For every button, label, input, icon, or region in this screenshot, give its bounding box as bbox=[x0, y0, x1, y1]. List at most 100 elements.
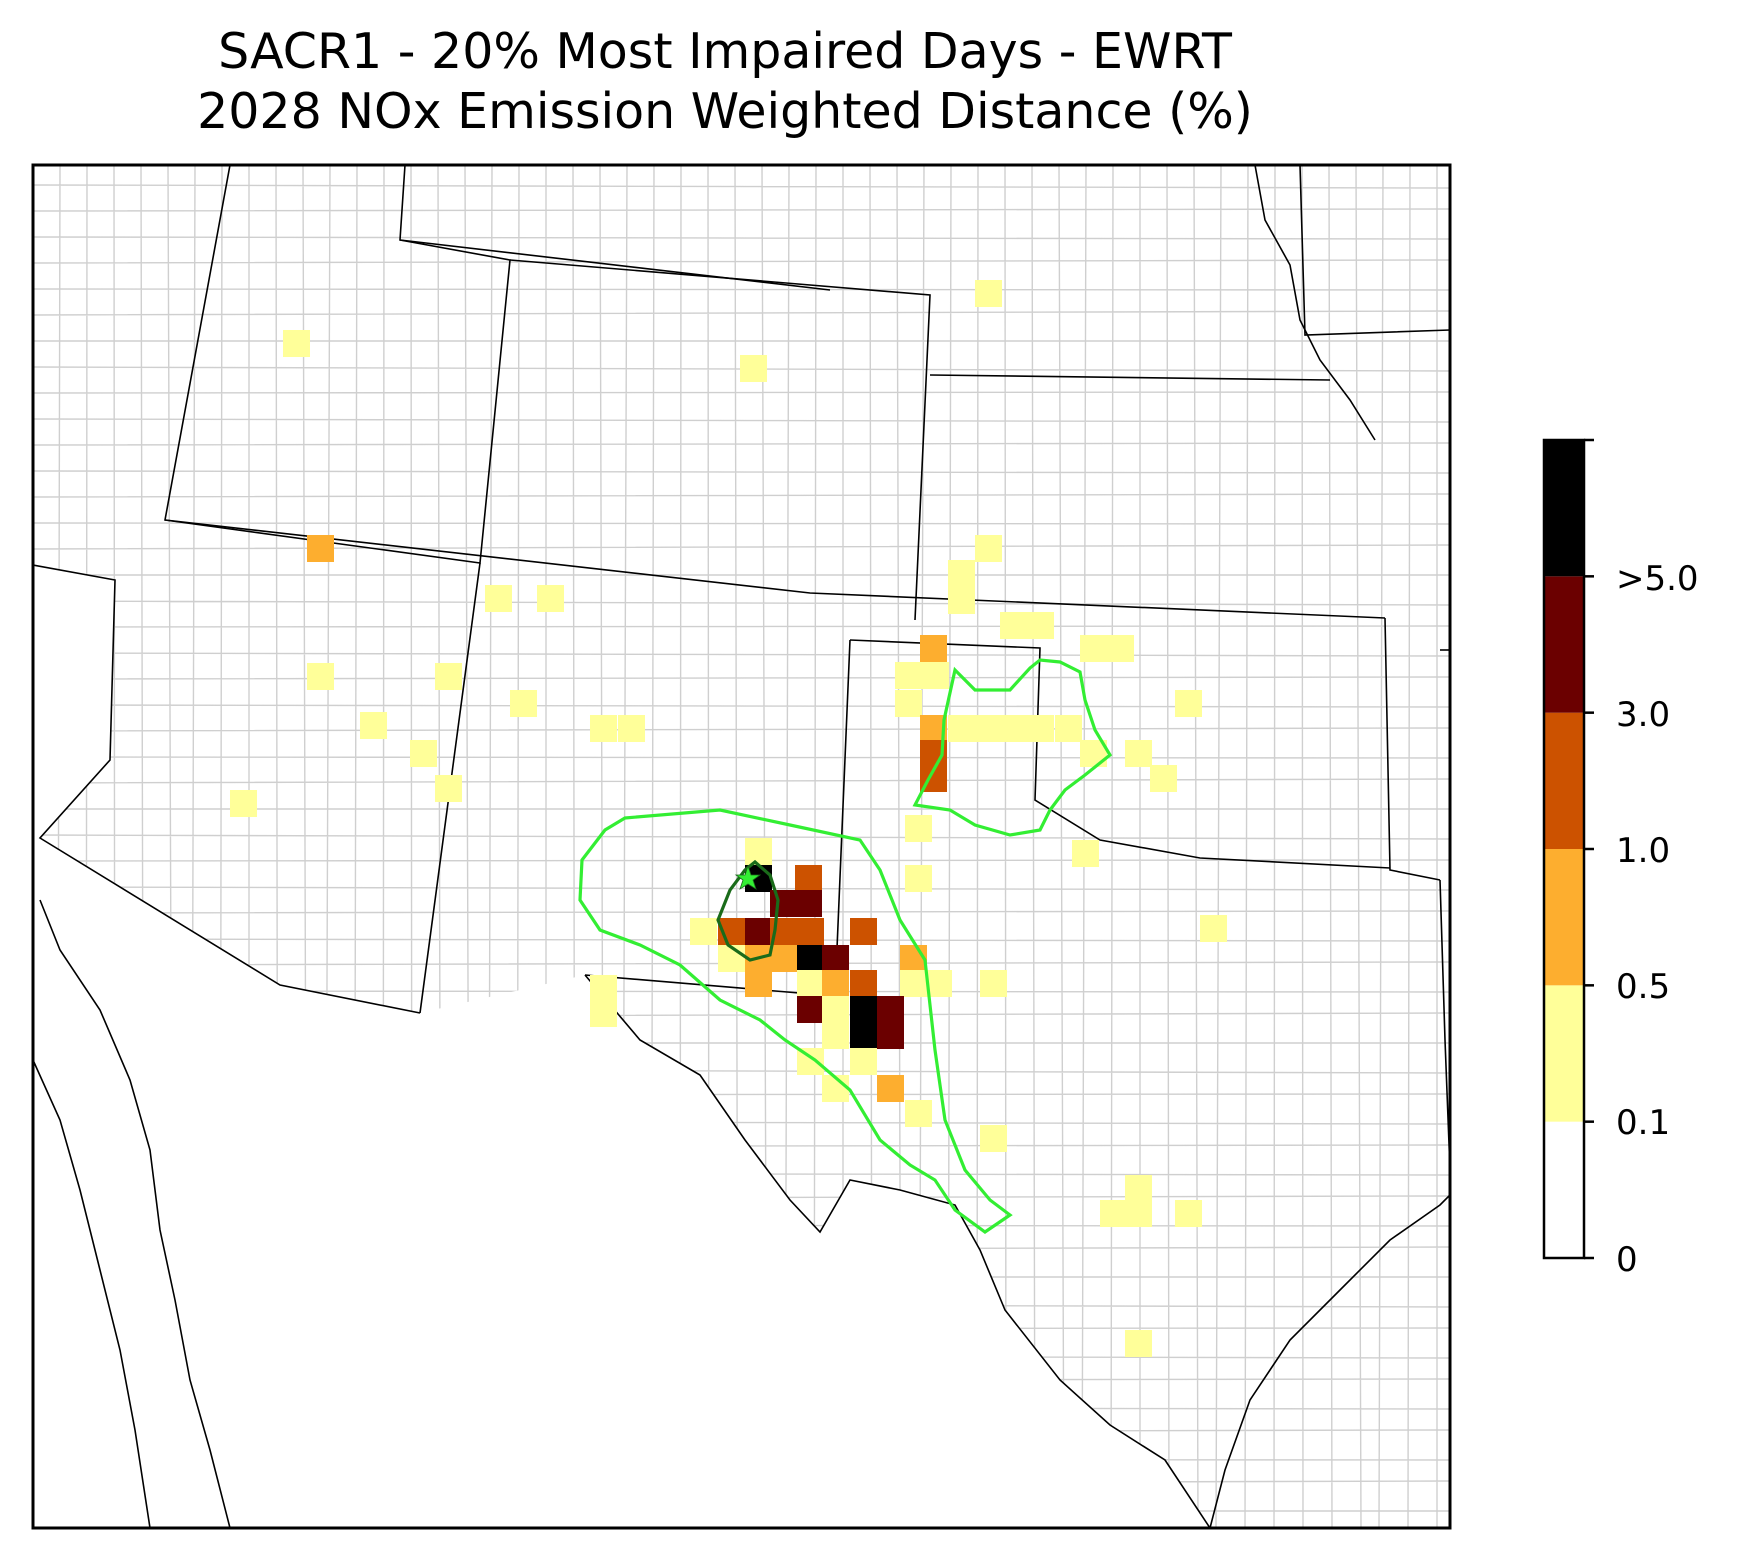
concentration-cell bbox=[850, 1022, 877, 1049]
colorbar-label-1: 0.1 bbox=[1616, 1103, 1671, 1143]
concentration-cell bbox=[1000, 612, 1027, 639]
concentration-cell bbox=[975, 535, 1002, 562]
concentration-cell bbox=[590, 1000, 617, 1027]
concentration-cell bbox=[1125, 1175, 1152, 1202]
concentration-cell bbox=[905, 865, 932, 892]
concentration-cell bbox=[850, 970, 877, 997]
concentration-cell bbox=[435, 775, 462, 802]
concentration-cell bbox=[900, 970, 927, 997]
concentration-cell bbox=[975, 715, 1002, 742]
outer-contour-east bbox=[912, 658, 1113, 837]
concentration-cell bbox=[948, 715, 975, 742]
concentration-cell bbox=[1027, 612, 1054, 639]
concentration-cell bbox=[745, 970, 772, 997]
colorbar-segment bbox=[1544, 576, 1584, 713]
concentration-cell bbox=[1175, 690, 1202, 717]
site-star-icon bbox=[734, 864, 762, 890]
concentration-cell bbox=[895, 662, 922, 689]
concentration-cell bbox=[1100, 1200, 1127, 1227]
colorbar-label-5: >5.0 bbox=[1616, 559, 1699, 599]
concentration-cell bbox=[1055, 715, 1082, 742]
concentration-cell bbox=[797, 970, 824, 997]
concentration-cell bbox=[850, 1048, 877, 1075]
concentration-cell bbox=[718, 945, 745, 972]
concentration-cell bbox=[1072, 840, 1099, 867]
concentration-cell bbox=[360, 712, 387, 739]
concentration-cell bbox=[822, 945, 849, 972]
concentration-cell bbox=[537, 585, 564, 612]
concentration-cell bbox=[1080, 635, 1107, 662]
concentration-cell bbox=[740, 355, 767, 382]
concentration-cell bbox=[770, 945, 797, 972]
concentration-cell bbox=[1107, 635, 1134, 662]
county-borders bbox=[33, 165, 1450, 1528]
concentration-cells bbox=[230, 280, 1227, 1357]
concentration-cell bbox=[1150, 765, 1177, 792]
concentration-cell bbox=[770, 890, 797, 917]
concentration-cell bbox=[795, 865, 822, 892]
concentration-cell bbox=[230, 790, 257, 817]
concentration-cell bbox=[618, 715, 645, 742]
colorbar-segment bbox=[1544, 849, 1584, 986]
concentration-cell bbox=[948, 587, 975, 614]
concentration-cell bbox=[590, 975, 617, 1002]
title-line-2: 2028 NOx Emission Weighted Distance (%) bbox=[197, 83, 1253, 140]
page-title: SACR1 - 20% Most Impaired Days - EWRT 20… bbox=[0, 22, 1450, 142]
concentration-cell bbox=[948, 560, 975, 587]
concentration-cell bbox=[1175, 1200, 1202, 1227]
concentration-cell bbox=[822, 996, 849, 1023]
concentration-cell bbox=[1027, 715, 1054, 742]
concentration-cell bbox=[850, 918, 877, 945]
concentration-cell bbox=[1000, 715, 1027, 742]
concentration-cell bbox=[690, 918, 717, 945]
concentration-cell bbox=[980, 1125, 1007, 1152]
concentration-cell bbox=[283, 330, 310, 357]
colorbar-label-4: 3.0 bbox=[1616, 695, 1671, 735]
concentration-cell bbox=[745, 838, 772, 865]
outer-contour-west bbox=[578, 808, 1013, 1234]
concentration-cell bbox=[1125, 740, 1152, 767]
concentration-cell bbox=[307, 535, 334, 562]
colorbar-label-3: 1.0 bbox=[1616, 831, 1671, 871]
concentration-cell bbox=[822, 1022, 849, 1049]
concentration-cell bbox=[905, 1100, 932, 1127]
concentration-cell bbox=[797, 945, 824, 972]
concentration-cell bbox=[797, 918, 824, 945]
concentration-cell bbox=[877, 1022, 904, 1049]
concentration-cell bbox=[590, 715, 617, 742]
concentration-cell bbox=[1200, 915, 1227, 942]
concentration-cell bbox=[850, 996, 877, 1023]
concentration-cell bbox=[822, 970, 849, 997]
concentration-cell bbox=[895, 690, 922, 717]
colorbar-segment bbox=[1544, 985, 1584, 1122]
state-borders bbox=[33, 165, 1450, 1528]
colorbar bbox=[1542, 438, 1594, 1260]
concentration-cell bbox=[877, 996, 904, 1023]
colorbar-segment bbox=[1544, 440, 1584, 577]
concentration-cell bbox=[307, 663, 334, 690]
concentration-cell bbox=[905, 815, 932, 842]
colorbar-segment bbox=[1544, 712, 1584, 849]
map-frame bbox=[31, 163, 1452, 1530]
title-line-1: SACR1 - 20% Most Impaired Days - EWRT bbox=[218, 23, 1232, 80]
inner-contour bbox=[716, 859, 780, 962]
concentration-cell bbox=[485, 585, 512, 612]
concentration-cell bbox=[745, 918, 772, 945]
concentration-cell bbox=[1125, 1200, 1152, 1227]
concentration-cell bbox=[1125, 1330, 1152, 1357]
concentration-cell bbox=[410, 740, 437, 767]
colorbar-label-0: 0 bbox=[1616, 1240, 1638, 1280]
mexico-area bbox=[33, 565, 1210, 1528]
concentration-cell bbox=[797, 996, 824, 1023]
concentration-cell bbox=[975, 280, 1002, 307]
concentration-cell bbox=[877, 1075, 904, 1102]
colorbar-label-2: 0.5 bbox=[1616, 967, 1671, 1007]
colorbar-segment bbox=[1544, 1121, 1584, 1258]
concentration-cell bbox=[435, 663, 462, 690]
concentration-cell bbox=[795, 890, 822, 917]
concentration-cell bbox=[980, 970, 1007, 997]
concentration-cell bbox=[922, 662, 949, 689]
concentration-cell bbox=[920, 635, 947, 662]
concentration-cell bbox=[510, 690, 537, 717]
